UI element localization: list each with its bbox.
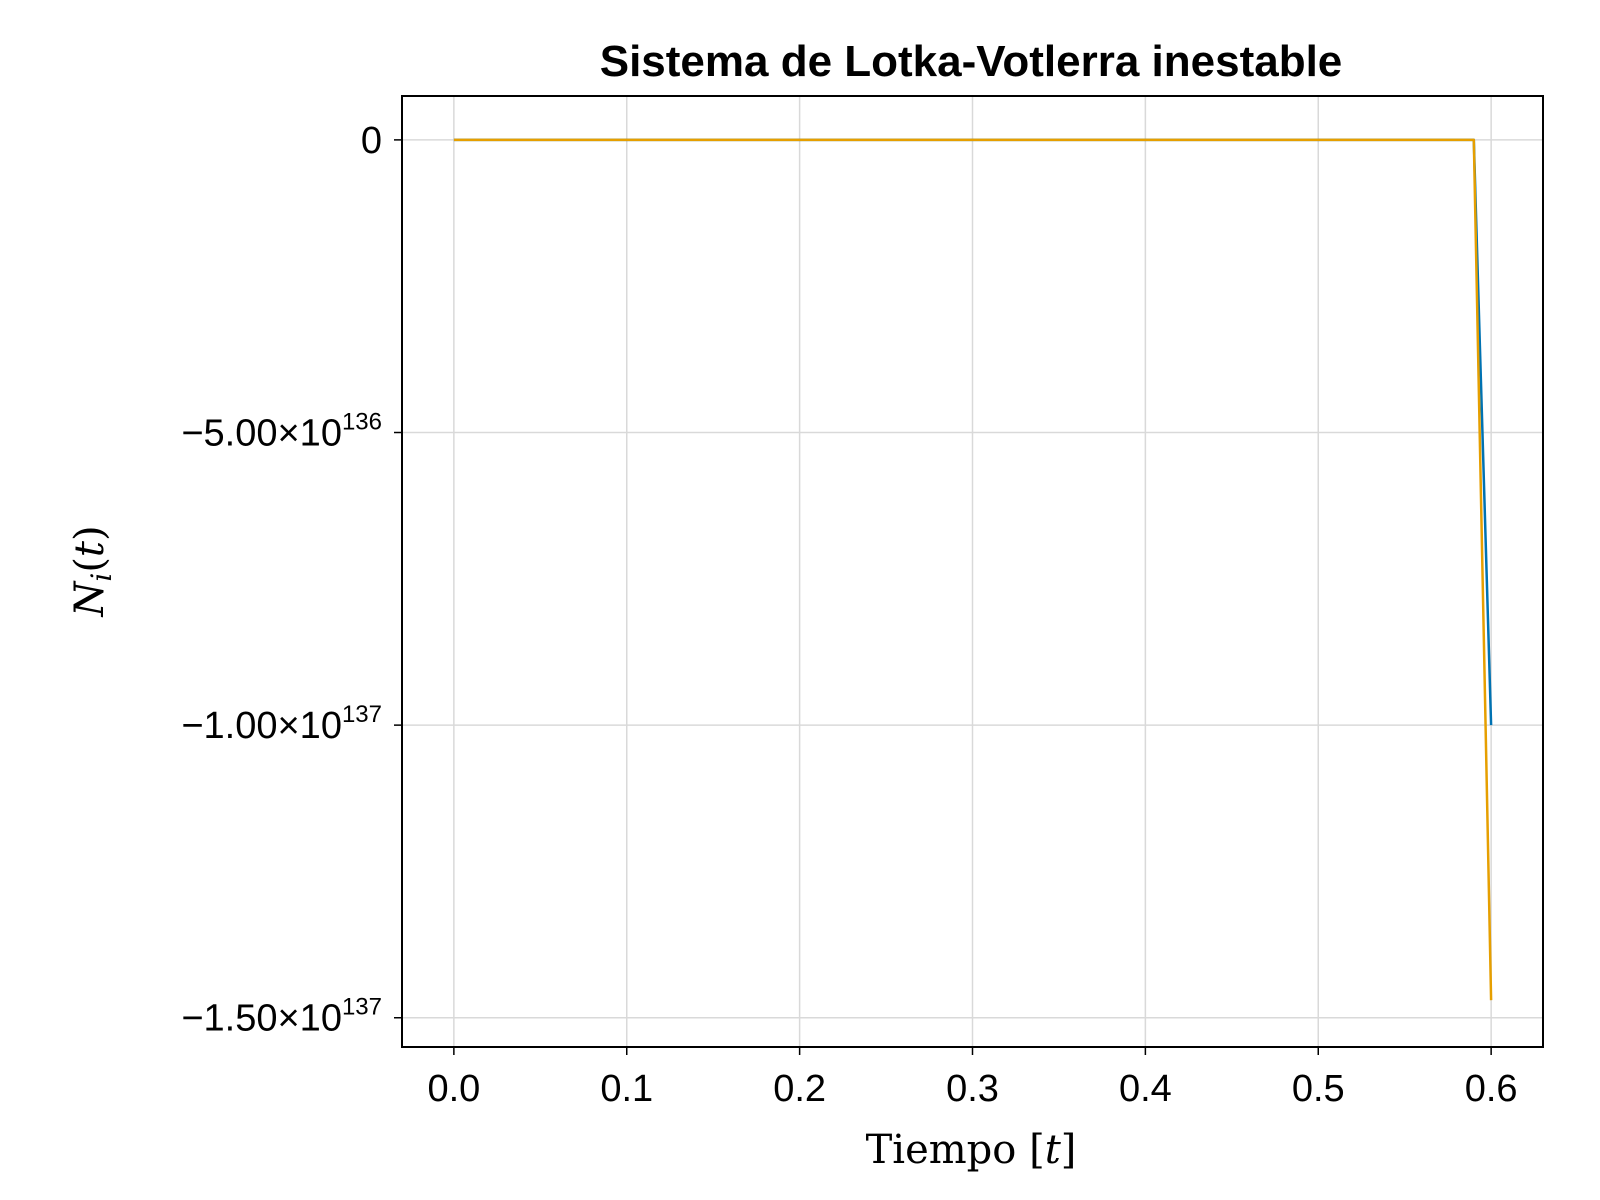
chart-title: Sistema de Lotka-Votlerra inestable — [600, 37, 1343, 86]
x-tick-label: 0.1 — [600, 1068, 653, 1110]
y-tick-label: −1.50×10137 — [181, 994, 382, 1040]
grid — [402, 96, 1543, 1047]
series-layer — [453, 138, 1493, 1001]
x-axis: 0.0 0.1 0.2 0.3 0.4 0.5 0.6 — [427, 1047, 1518, 1110]
x-tick-label: 0.2 — [773, 1068, 826, 1110]
x-tick-label: 0.0 — [427, 1068, 480, 1110]
series-line-2 — [453, 138, 1493, 1001]
x-tick-label: 0.4 — [1119, 1068, 1172, 1110]
x-tick-label: 0.6 — [1465, 1068, 1518, 1110]
y-tick-label: −1.00×10137 — [181, 701, 382, 747]
x-tick-label: 0.3 — [946, 1068, 999, 1110]
x-tick-label: 0.5 — [1292, 1068, 1345, 1110]
x-axis-label: Tiempo [t] — [866, 1127, 1077, 1173]
y-axis: 0 −5.00×10136 −1.00×10137 −1.50×10137 — [181, 120, 402, 1040]
y-tick-label: −5.00×10136 — [181, 409, 382, 455]
y-tick-label: 0 — [361, 120, 382, 162]
y-axis-label: Ni(t) — [67, 525, 118, 617]
